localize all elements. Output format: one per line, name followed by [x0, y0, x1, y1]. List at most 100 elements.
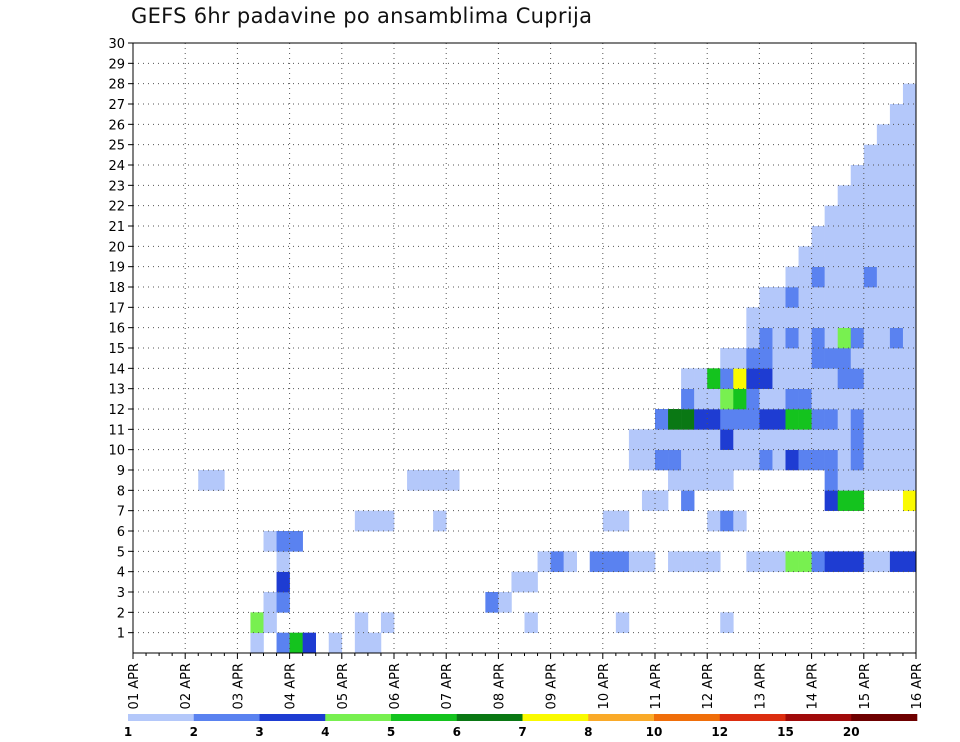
heatmap-cell: [354, 632, 369, 654]
y-tick-label: 13: [108, 383, 125, 398]
heatmap-cell: [863, 266, 878, 288]
heatmap-cell: [694, 368, 708, 389]
heatmap-cell: [863, 246, 878, 267]
heatmap-cell: [772, 307, 786, 328]
heatmap-cell: [328, 632, 343, 654]
heatmap-cell: [772, 327, 786, 349]
heatmap-cell: [850, 165, 865, 186]
heatmap-cell: [772, 409, 786, 430]
heatmap-cell: [850, 470, 865, 491]
y-tick-label: 22: [108, 200, 125, 215]
heatmap-cell: [798, 307, 812, 328]
heatmap-cell: [850, 246, 865, 267]
heatmap-cell: [863, 327, 878, 349]
heatmap-cell: [824, 429, 838, 450]
heatmap-cell: [837, 246, 852, 267]
heatmap-cell: [798, 327, 812, 349]
y-tick-label: 4: [117, 566, 125, 581]
heatmap-cell: [902, 205, 917, 227]
heatmap-cell: [720, 409, 734, 430]
colorbar-swatch: [456, 714, 523, 721]
heatmap-cell: [746, 307, 760, 328]
heatmap-cell: [694, 449, 708, 471]
heatmap-cell: [733, 429, 747, 450]
colorbar-label: 2: [190, 725, 198, 739]
heatmap-cell: [889, 226, 904, 247]
heatmap-cell: [902, 185, 917, 206]
heatmap-cell: [798, 266, 812, 288]
heatmap-cell: [837, 327, 852, 349]
heatmap-cell: [811, 449, 825, 471]
heatmap-cell: [380, 612, 395, 633]
heatmap-cell: [902, 490, 917, 511]
colorbar-label: 20: [843, 725, 860, 739]
heatmap-cell: [367, 632, 382, 654]
x-tick-label: 14 APR: [806, 663, 821, 709]
heatmap-cell: [668, 449, 682, 471]
heatmap-cell: [785, 429, 799, 450]
heatmap-cell: [876, 124, 891, 145]
heatmap-cell: [889, 307, 904, 328]
heatmap-cell: [876, 470, 891, 491]
heatmap-cell: [746, 409, 760, 430]
heatmap-cell: [720, 348, 734, 369]
heatmap-cell: [785, 449, 799, 471]
heatmap-cell: [772, 449, 786, 471]
colorbar-label: 3: [255, 725, 263, 739]
heatmap-cell: [537, 551, 551, 572]
heatmap-cell: [511, 571, 525, 593]
heatmap-cell: [902, 307, 917, 328]
heatmap-cell: [602, 510, 617, 532]
heatmap-cell: [785, 409, 799, 430]
heatmap-cell: [655, 449, 669, 471]
heatmap-cell: [824, 307, 838, 328]
x-tick-label: 15 APR: [858, 663, 873, 709]
heatmap-cell: [263, 612, 277, 633]
heatmap-cell: [902, 266, 917, 288]
heatmap-cell: [407, 470, 421, 491]
heatmap-cell: [837, 490, 852, 511]
heatmap-cell: [824, 551, 838, 572]
heatmap-cell: [889, 327, 904, 349]
heatmap-cell: [641, 449, 656, 471]
heatmap-cell: [811, 226, 825, 247]
heatmap-cell: [746, 327, 760, 349]
heatmap-cell: [433, 510, 447, 532]
heatmap-cell: [837, 185, 852, 206]
heatmap-cell: [837, 470, 852, 491]
heatmap-cell: [746, 348, 760, 369]
colorbar-label: 15: [777, 725, 794, 739]
y-tick-label: 20: [108, 240, 125, 255]
colorbar-label: 4: [321, 725, 329, 739]
heatmap-cell: [837, 205, 852, 227]
heatmap-cell: [668, 409, 682, 430]
y-tick-label: 23: [108, 179, 125, 194]
heatmap-cell: [589, 551, 604, 572]
heatmap-cell: [837, 368, 852, 389]
heatmap-cell: [720, 470, 734, 491]
heatmap-cell: [902, 368, 917, 389]
heatmap-cell: [759, 327, 773, 349]
heatmap-cell: [876, 266, 891, 288]
y-tick-label: 6: [117, 525, 125, 540]
heatmap-cell: [850, 551, 865, 572]
heatmap-cell: [380, 510, 395, 532]
heatmap-cell: [902, 327, 917, 349]
heatmap-cell: [668, 470, 682, 491]
heatmap-cell: [889, 449, 904, 471]
heatmap-cell: [902, 348, 917, 369]
heatmap-cell: [367, 510, 382, 532]
heatmap-cell: [824, 449, 838, 471]
heatmap-cell: [250, 612, 264, 633]
heatmap-cell: [837, 449, 852, 471]
heatmap-cell: [615, 612, 630, 633]
x-tick-label: 13 APR: [753, 663, 768, 709]
heatmap-cell: [876, 368, 891, 389]
heatmap-cell: [707, 409, 721, 430]
colorbar-swatches: [128, 714, 918, 721]
colorbar-label: 6: [453, 725, 461, 739]
heatmap-cell: [889, 124, 904, 145]
heatmap-cell: [785, 551, 799, 572]
heatmap-cell: [863, 409, 878, 430]
heatmap-cell: [824, 490, 838, 511]
